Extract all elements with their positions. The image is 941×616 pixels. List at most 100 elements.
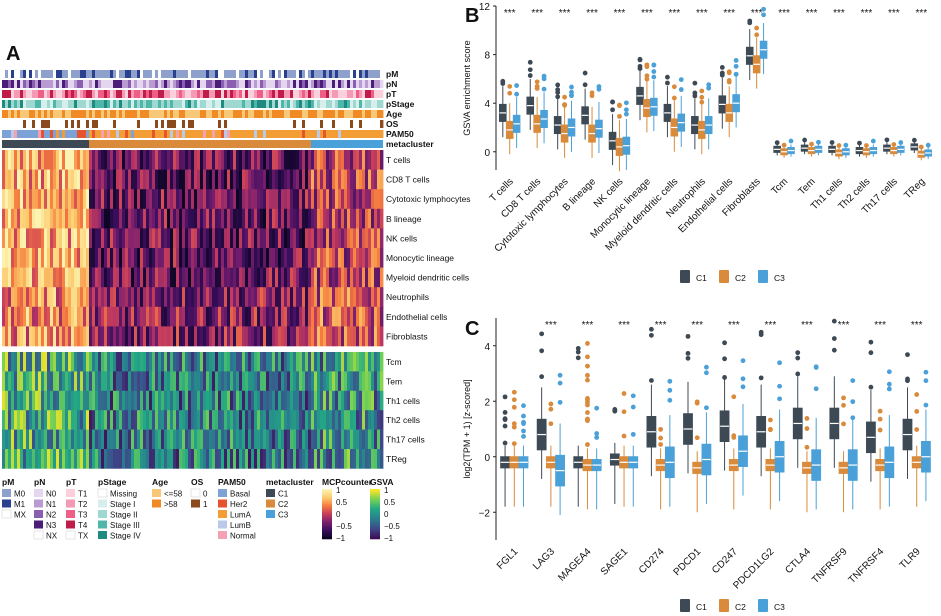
heatmap-cell	[290, 169, 294, 190]
annotation-cell	[170, 130, 174, 138]
annotation-strip-metacluster	[2, 140, 383, 148]
legend-swatch	[191, 499, 200, 508]
annotation-cell	[308, 110, 312, 118]
annotation-cell	[59, 120, 63, 128]
heatmap-cell	[185, 429, 189, 450]
annotation-cell	[98, 110, 102, 118]
annotation-cell	[314, 70, 318, 78]
heatmap-cell	[110, 169, 114, 190]
heatmap-cell	[338, 208, 342, 229]
heatmap-cell	[8, 326, 12, 347]
annotation-cell	[47, 100, 51, 108]
heatmap-cell	[191, 267, 195, 288]
annotation-cell	[242, 70, 246, 78]
heatmap-cell	[83, 449, 87, 469]
heatmap-cell	[191, 352, 195, 372]
heatmap-cell	[251, 352, 255, 372]
heatmap-cell	[254, 267, 258, 288]
heatmap-cell	[215, 287, 219, 308]
heatmap-cell	[284, 248, 288, 268]
outlier-point	[562, 94, 567, 100]
legend-swatch	[218, 499, 227, 508]
outlier-point	[644, 76, 650, 82]
annotation-cell	[260, 70, 264, 78]
heatmap-cell	[32, 410, 36, 430]
heatmap-cell	[281, 449, 285, 469]
heatmap-cell	[197, 169, 201, 190]
heatmap-cell	[59, 248, 63, 268]
annotation-cell	[95, 110, 99, 118]
annotation-cell	[200, 120, 204, 128]
heatmap-cell	[116, 390, 120, 411]
annotation-cell	[131, 90, 135, 98]
heatmap-cell	[326, 228, 330, 249]
annotation-cell	[71, 130, 75, 138]
annotation-cell	[14, 110, 18, 118]
heatmap-cell	[242, 267, 246, 288]
annotation-cell	[365, 90, 369, 98]
heatmap-cell	[128, 208, 132, 229]
heatmap-cell	[323, 449, 327, 469]
outlier-point	[678, 87, 684, 92]
annotation-cell	[230, 120, 234, 128]
heatmap-cell	[206, 449, 210, 469]
heatmap-cell	[248, 208, 252, 229]
heatmap-cell	[224, 248, 228, 268]
annotation-cell	[209, 90, 213, 98]
heatmap-cell	[143, 306, 147, 327]
annotation-cell	[35, 70, 39, 78]
annotation-cell	[233, 120, 237, 128]
heatmap-cell	[182, 410, 186, 430]
heatmap-cell	[236, 189, 240, 210]
annotation-cell	[104, 120, 108, 128]
heatmap-cell	[95, 150, 99, 170]
heatmap-cell	[83, 189, 87, 210]
heatmap-cell	[56, 410, 60, 430]
x-tick-label: Tem	[797, 176, 818, 197]
heatmap-cell	[134, 208, 138, 229]
heatmap-cell	[38, 371, 42, 392]
heatmap-cell	[284, 429, 288, 450]
heatmap-cell	[287, 449, 291, 469]
colorbar-tick: 0.5	[336, 498, 348, 507]
heatmap-cell	[290, 208, 294, 229]
annotation-cell	[158, 120, 162, 128]
heatmap-cell	[260, 371, 264, 392]
heatmap-cell	[302, 189, 306, 210]
heatmap-cell	[236, 449, 240, 469]
heatmap-cell	[338, 390, 342, 411]
outlier-point	[891, 142, 897, 147]
annotation-cell	[371, 130, 375, 138]
annotation-cell	[53, 80, 57, 88]
annotation-cell	[284, 80, 288, 88]
legend-label: C1	[278, 490, 289, 499]
heatmap-cell	[293, 267, 297, 288]
annotation-cell	[344, 110, 348, 118]
heatmap-cell	[314, 306, 318, 327]
heatmap-cell	[71, 287, 75, 308]
heatmap-cell	[80, 228, 84, 249]
heatmap-cell	[134, 429, 138, 450]
heatmap-cell	[158, 248, 162, 268]
heatmap-cell	[230, 390, 234, 411]
annotation-cell	[155, 90, 159, 98]
heatmap-cell	[251, 267, 255, 288]
annotation-cell	[80, 90, 84, 98]
annotation-cell	[245, 70, 249, 78]
heatmap-cell	[293, 371, 297, 392]
heatmap-cell	[59, 326, 63, 347]
heatmap-cell	[101, 410, 105, 430]
heatmap-cell	[80, 390, 84, 411]
heatmap-cell	[365, 208, 369, 229]
annotation-cell	[140, 130, 144, 138]
heatmap-cell	[275, 267, 279, 288]
outlier-point	[539, 348, 545, 354]
heatmap-cell	[161, 352, 165, 372]
outlier-point	[589, 93, 595, 99]
heatmap-cell	[134, 326, 138, 347]
annotation-cell	[185, 120, 189, 128]
annotation-cell	[332, 100, 336, 108]
annotation-cell	[236, 80, 240, 88]
annotation-cell	[368, 110, 372, 118]
